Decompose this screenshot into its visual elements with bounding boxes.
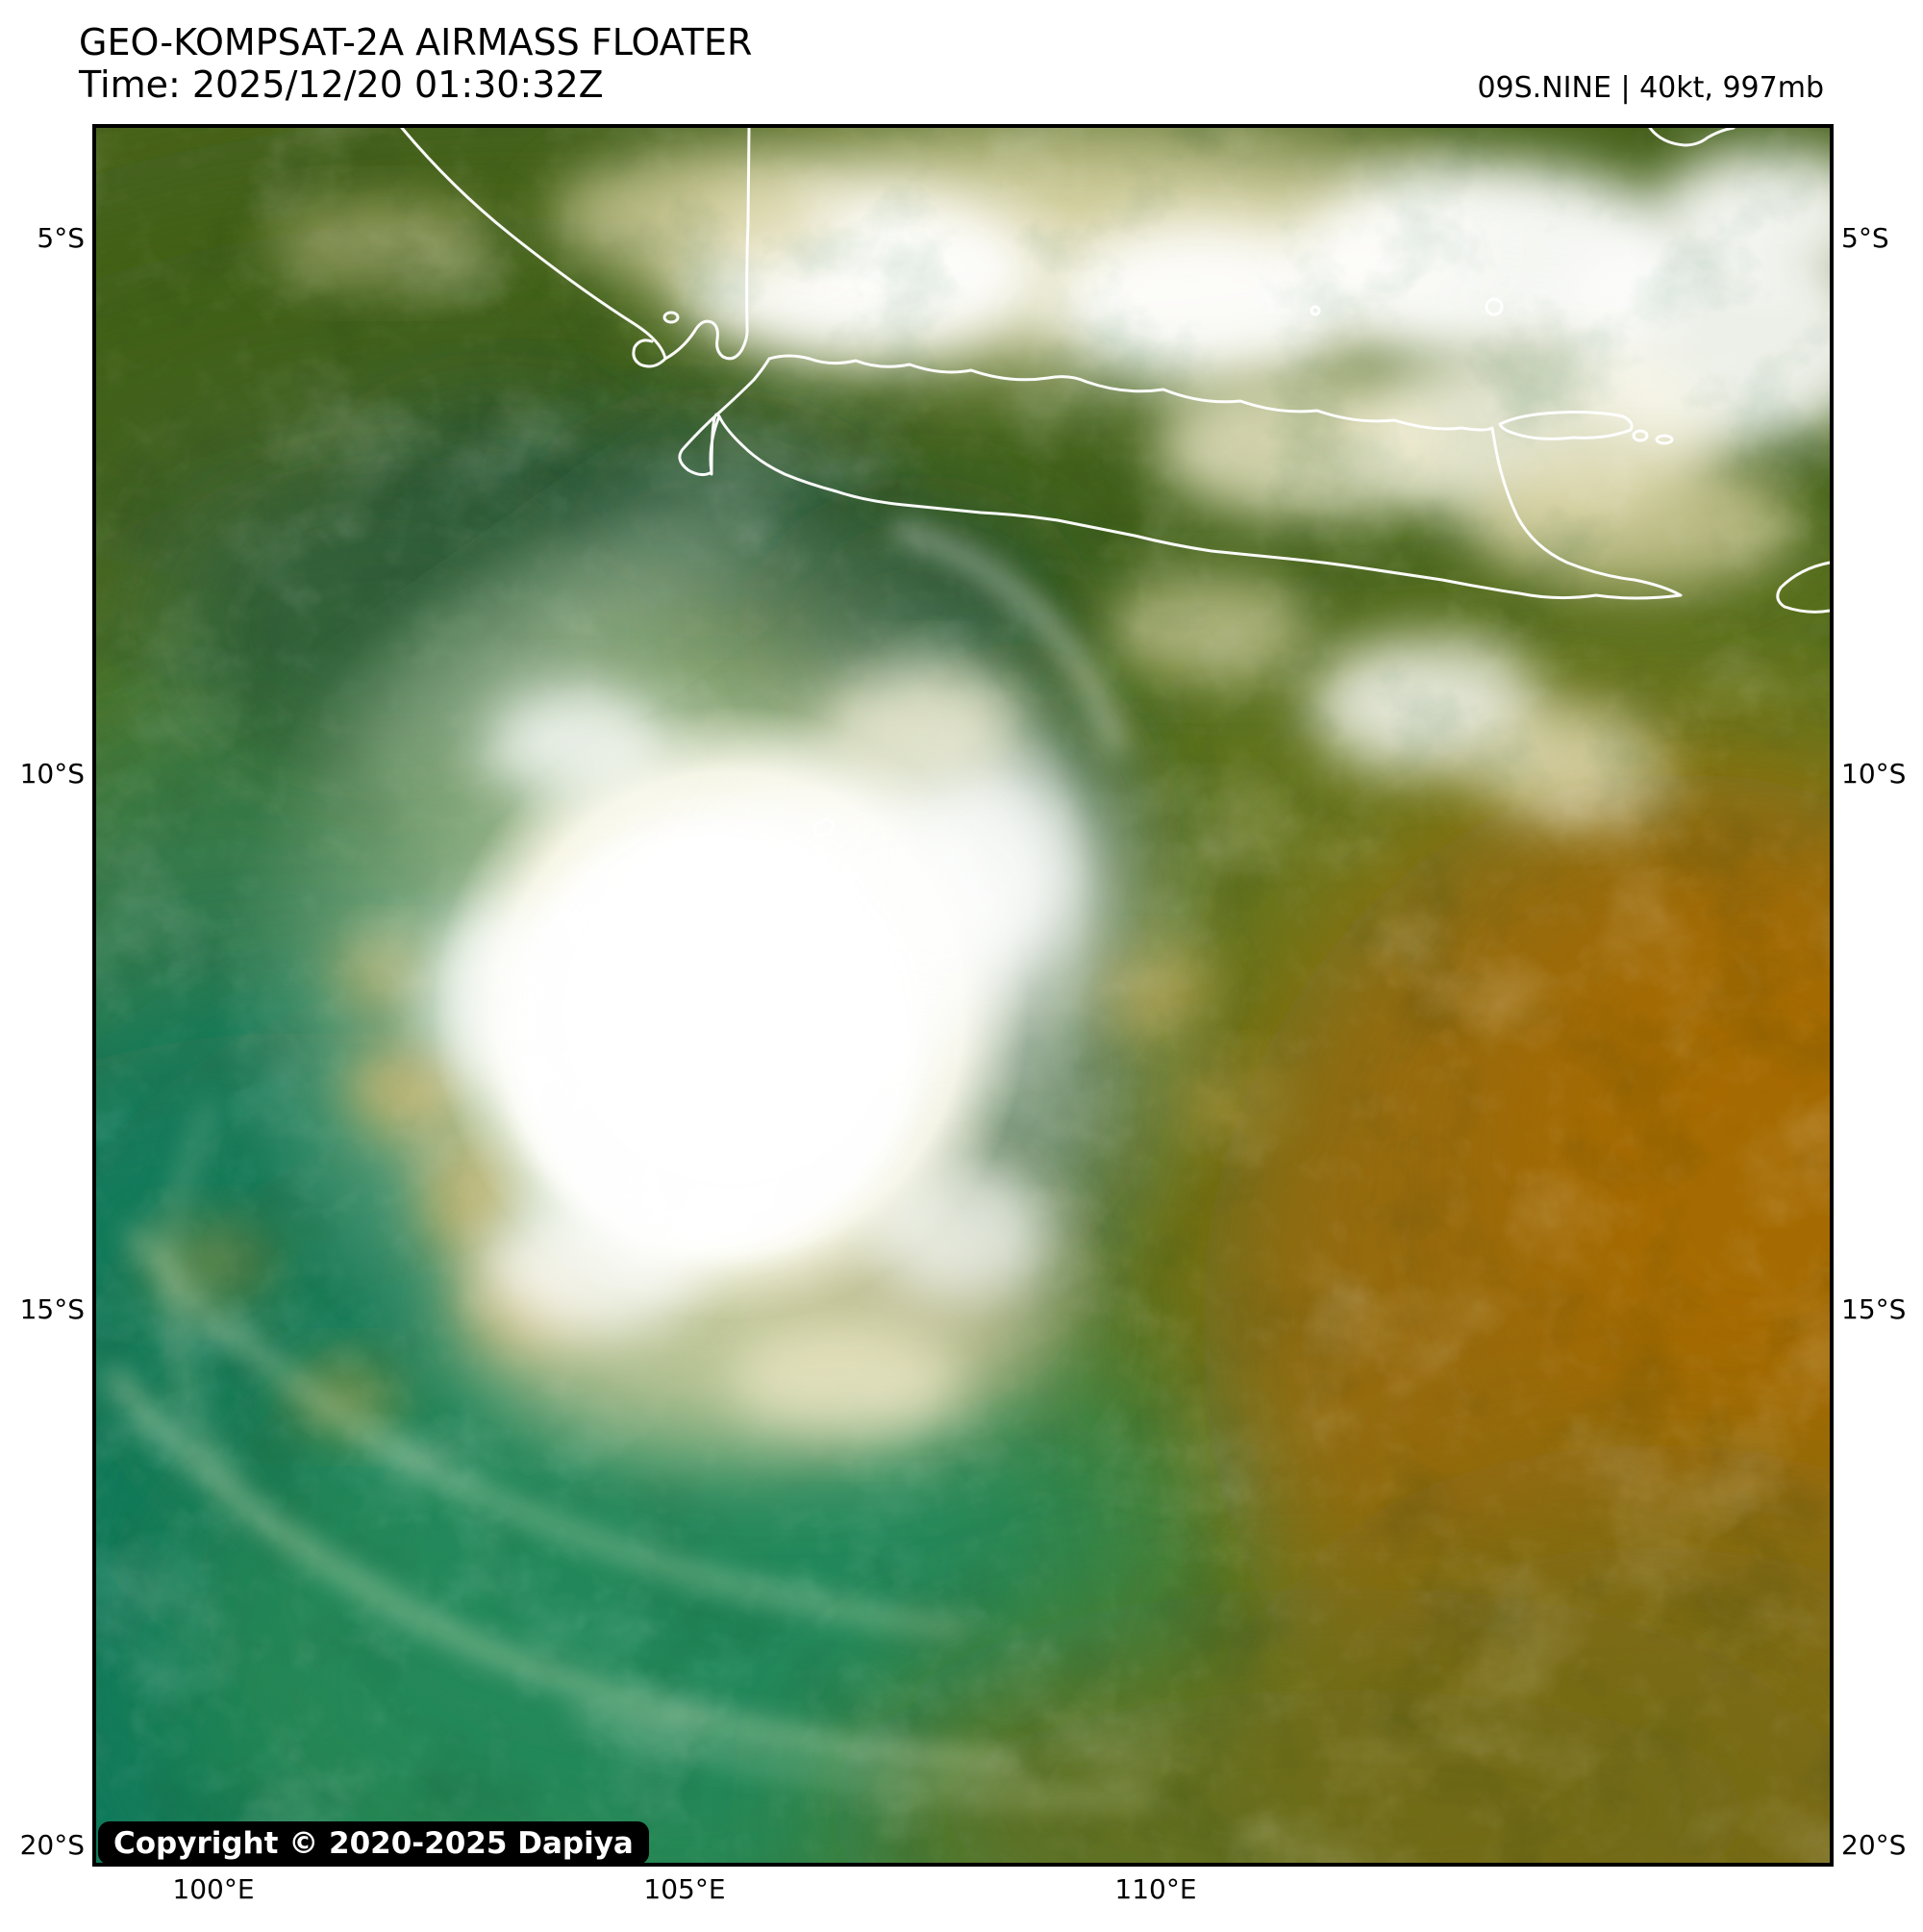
copyright-badge: Copyright © 2020-2025 Dapiya	[98, 1821, 649, 1865]
lon-label-110e: 110°E	[1114, 1873, 1197, 1905]
coastline-bali-fragment	[1776, 561, 1830, 614]
coastlines	[400, 128, 1830, 838]
product-title: GEO-KOMPSAT-2A AIRMASS FLOATER	[79, 21, 753, 63]
lat-label-right-5s: 5°S	[1841, 222, 1889, 254]
lat-label-left-20s: 20°S	[19, 1829, 85, 1861]
lat-label-left-5s: 5°S	[37, 222, 85, 254]
lat-label-right-10s: 10°S	[1841, 758, 1907, 790]
coastline-small-island-dot	[1310, 305, 1321, 316]
coastline-bawean-island	[1485, 297, 1504, 316]
coastline-island-ne-madura-2	[1655, 434, 1674, 445]
lon-label-100e: 100°E	[172, 1873, 255, 1905]
lat-label-left-10s: 10°S	[19, 758, 85, 790]
storm-status-label: 09S.NINE | 40kt, 997mb	[1477, 71, 1824, 105]
lat-label-right-15s: 15°S	[1841, 1293, 1907, 1325]
satellite-image	[96, 128, 1830, 1863]
coastline-island-ne-madura-1	[1632, 429, 1649, 442]
map-area	[92, 124, 1834, 1867]
lat-label-left-15s: 15°S	[19, 1293, 85, 1325]
coastline-java	[678, 354, 1683, 600]
coastline-top-right-fragment	[1648, 128, 1736, 147]
coastline-small-lagoon	[662, 311, 680, 324]
lon-label-105e: 105°E	[643, 1873, 726, 1905]
storm-central-dense-overcast	[212, 464, 1250, 1493]
coastline-sumatra	[400, 128, 751, 368]
coastline-christmas-island	[812, 816, 836, 838]
coastline-madura	[1498, 411, 1634, 440]
lat-label-right-20s: 20°S	[1841, 1829, 1907, 1861]
product-timestamp: Time: 2025/12/20 01:30:32Z	[79, 63, 604, 106]
